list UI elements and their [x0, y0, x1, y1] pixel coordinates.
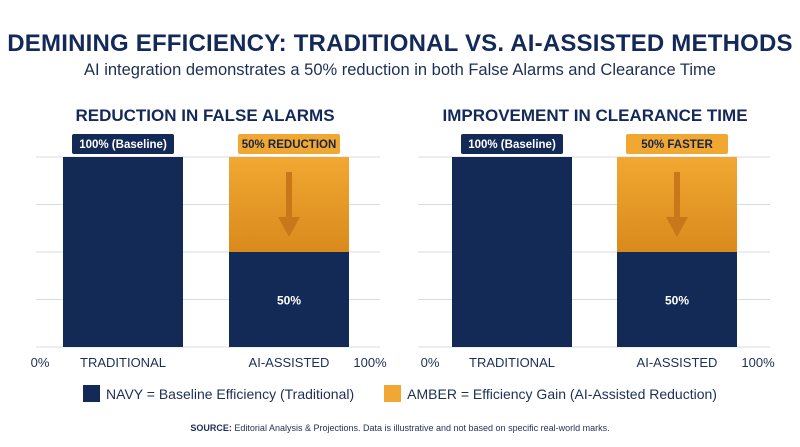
down-arrow-icon-shaft — [286, 172, 292, 220]
category-label: AI-ASSISTED — [249, 355, 330, 370]
source-note: SOURCE: Editorial Analysis & Projections… — [0, 423, 800, 433]
category-label: TRADITIONAL — [80, 355, 166, 370]
panel-title-clearance-time: IMPROVEMENT IN CLEARANCE TIME — [442, 106, 748, 125]
bar-label-badge — [238, 134, 340, 154]
legend-label-navy: NAVY = Baseline Efficiency (Traditional) — [106, 385, 355, 402]
legend-label-amber: AMBER = Efficiency Gain (AI-Assisted Red… — [407, 385, 717, 402]
bar-navy-traditional — [452, 157, 572, 347]
category-label: AI-ASSISTED — [637, 355, 718, 370]
data-label-inner: 50% — [665, 294, 689, 308]
bar-label-badge — [626, 134, 728, 154]
chart-panel-2: 100% (Baseline) TRADITIONAL 50% 50% FASTER A… — [418, 134, 775, 370]
legend-swatch-amber — [384, 385, 402, 402]
bar-label-badge — [461, 134, 563, 154]
chart-area: 100% (Baseline) TRADITIONAL 50% 50% REDUCTI… — [31, 134, 775, 370]
panel-title-false-alarms: REDUCTION IN FALSE ALARMS — [75, 106, 335, 125]
bar-navy-ai-assisted — [229, 252, 349, 347]
bar-label-text: 100% (Baseline) — [468, 139, 556, 151]
chart-title: DEMINING EFFICIENCY: TRADITIONAL VS. AI-… — [7, 30, 793, 57]
bar-navy-ai-assisted — [617, 252, 737, 347]
source-text: Editorial Analysis & Projections. Data i… — [231, 423, 610, 433]
category-label: TRADITIONAL — [469, 355, 555, 370]
bar-label-text: 100% (Baseline) — [79, 139, 167, 151]
down-arrow-icon — [666, 217, 688, 237]
chart-subtitle: AI integration demonstrates a 50% reduct… — [84, 61, 716, 79]
legend-swatch-navy — [83, 385, 101, 402]
bar-navy-traditional — [63, 157, 183, 347]
axis-label-end: 100% — [741, 355, 775, 370]
bar-label-text: 50% REDUCTION — [242, 139, 337, 151]
chart-panel-1: 100% (Baseline) TRADITIONAL 50% 50% REDUCTI… — [31, 134, 387, 370]
down-arrow-icon-shaft — [674, 172, 680, 220]
bar-label-text: 50% FASTER — [641, 139, 713, 151]
legend-item-amber: AMBER = Efficiency Gain (AI-Assisted Red… — [384, 385, 717, 402]
legend: NAVY = Baseline Efficiency (Traditional)… — [0, 385, 800, 402]
axis-label-start: 0% — [421, 355, 440, 370]
axis-label-end: 100% — [353, 355, 387, 370]
bar-label-badge — [72, 134, 174, 154]
axis-label-start: 0% — [31, 355, 50, 370]
source-label: SOURCE: — [190, 423, 232, 433]
legend-item-navy: NAVY = Baseline Efficiency (Traditional) — [83, 385, 354, 402]
down-arrow-icon — [278, 217, 300, 237]
data-label-inner: 50% — [277, 294, 301, 308]
